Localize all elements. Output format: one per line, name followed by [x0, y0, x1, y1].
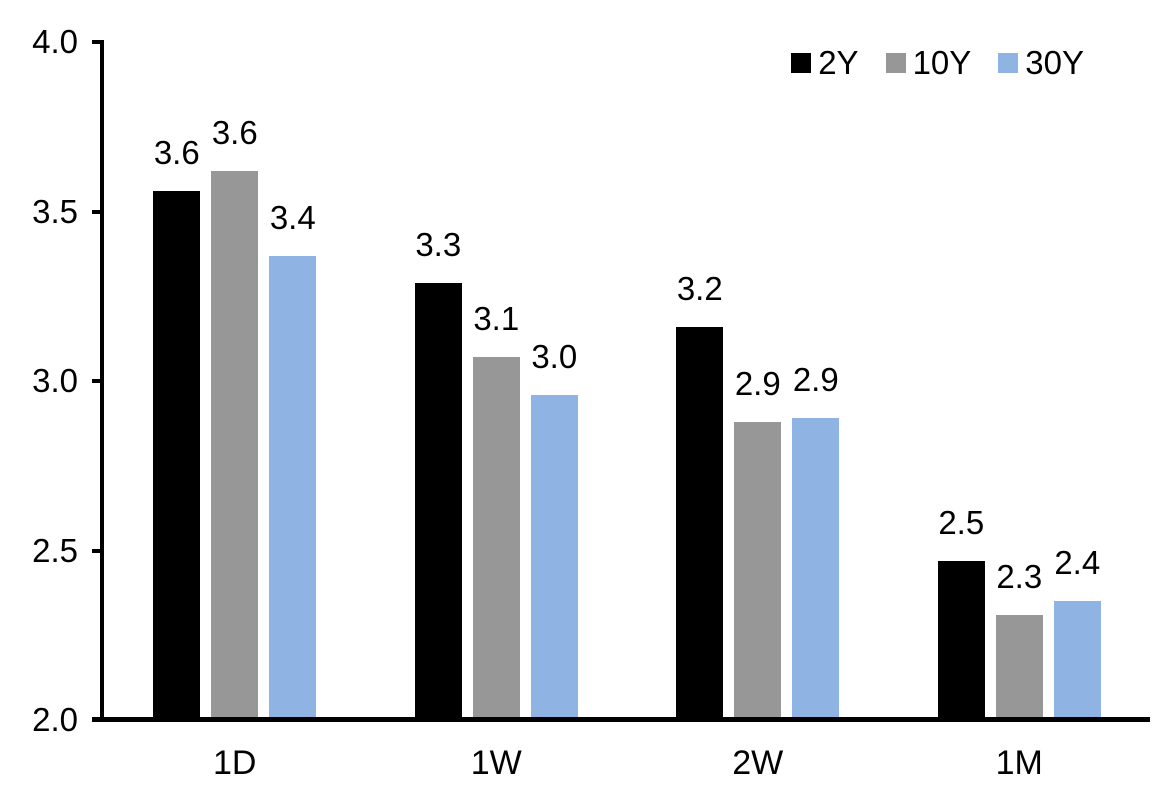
bar-30Y-2W	[792, 418, 840, 717]
y-axis-tick	[92, 548, 104, 553]
bar-value-label: 3.6	[153, 134, 200, 172]
bar-2Y-2W	[676, 326, 724, 717]
bar-value-label: 3.0	[531, 337, 578, 375]
bar-30Y-1W	[530, 394, 578, 717]
legend-label: 10Y	[912, 44, 972, 81]
legend-swatch-icon	[885, 53, 906, 73]
bar-10Y-1W	[472, 357, 520, 717]
bar-value-label: 2.5	[938, 503, 985, 541]
bar-value-label: 3.6	[211, 113, 258, 151]
y-axis-tick	[92, 718, 104, 722]
bar-value-label: 3.2	[676, 269, 723, 307]
chart-legend: 2Y 10Y 30Y	[791, 44, 1084, 82]
bar-2Y-1D	[153, 191, 201, 717]
legend-swatch-icon	[791, 53, 812, 73]
y-axis-tick-label: 2.0	[32, 701, 78, 738]
bar-10Y-1M	[995, 614, 1043, 717]
y-axis-tick-label: 3.5	[32, 192, 78, 230]
legend-item-30Y: 30Y	[998, 44, 1084, 82]
y-axis-tick-label: 4.0	[32, 23, 78, 60]
legend-swatch-icon	[998, 53, 1019, 73]
bar-value-label: 2.9	[734, 364, 781, 402]
bar-value-label: 2.9	[792, 361, 839, 399]
y-axis-tick-label: 3.0	[32, 362, 78, 399]
bar-10Y-2W	[734, 421, 782, 717]
bar-2Y-1M	[937, 560, 985, 717]
y-axis-tick-label: 2.5	[32, 531, 78, 569]
x-axis-category-label: 2W	[732, 744, 784, 782]
bar-30Y-1D	[269, 255, 317, 717]
bar-2Y-1W	[414, 282, 462, 717]
bar-value-label: 2.3	[996, 557, 1043, 595]
legend-label: 30Y	[1025, 44, 1084, 81]
bar-10Y-1D	[211, 170, 259, 717]
bar-value-label: 3.1	[473, 300, 520, 338]
x-axis-category-label: 1W	[470, 744, 522, 782]
x-axis-line	[92, 717, 1150, 722]
bar-30Y-1M	[1053, 601, 1101, 717]
bar-value-label: 3.4	[269, 198, 316, 236]
y-axis-tick	[92, 379, 104, 383]
y-axis-tick	[92, 209, 104, 214]
legend-item-2Y: 2Y	[791, 44, 859, 82]
x-axis-category-label: 1M	[995, 744, 1043, 782]
legend-item-10Y: 10Y	[885, 44, 972, 82]
bar-value-label: 2.4	[1054, 544, 1101, 582]
bar-value-label: 3.3	[415, 225, 462, 263]
y-axis-tick	[92, 40, 104, 44]
x-axis-category-label: 1D	[213, 744, 257, 782]
legend-label: 2Y	[818, 44, 859, 81]
